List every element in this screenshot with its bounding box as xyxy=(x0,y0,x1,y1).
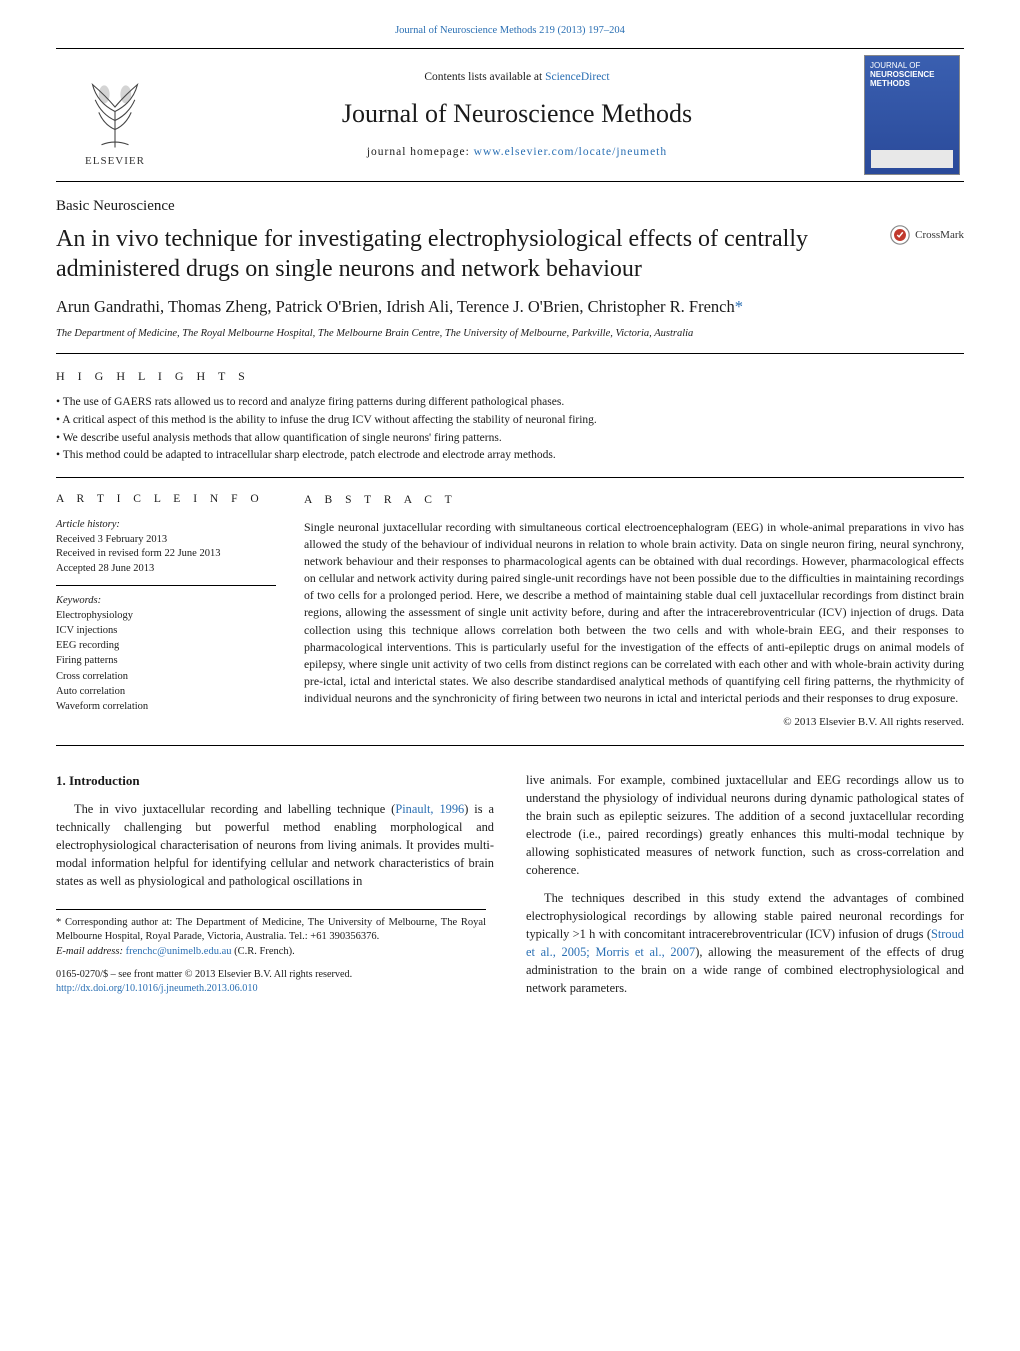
intro-heading: 1. Introduction xyxy=(56,772,494,791)
article-history-block: Article history: Received 3 February 201… xyxy=(56,518,276,586)
contents-prefix: Contents lists available at xyxy=(424,71,545,83)
keywords-label: Keywords: xyxy=(56,594,276,608)
journal-title: Journal of Neuroscience Methods xyxy=(182,96,852,131)
authors-names: Arun Gandrathi, Thomas Zheng, Patrick O'… xyxy=(56,297,735,316)
keyword-item: ICV injections xyxy=(56,623,276,638)
body-columns: 1. Introduction The in vivo juxtacellula… xyxy=(56,772,964,1008)
intro-p1-pre: The in vivo juxtacellular recording and … xyxy=(74,802,395,816)
keyword-item: Auto correlation xyxy=(56,684,276,699)
cover-line3: METHODS xyxy=(870,80,954,89)
citation-pinault[interactable]: Pinault, 1996 xyxy=(395,802,464,816)
history-label: Article history: xyxy=(56,518,276,533)
col2-paragraph-2: The techniques described in this study e… xyxy=(526,890,964,998)
publisher-label: ELSEVIER xyxy=(85,154,145,169)
email-link[interactable]: frenchc@unimelb.edu.au xyxy=(126,946,232,957)
keywords-block: Keywords: Electrophysiology ICV injectio… xyxy=(56,594,276,715)
col2-paragraph-1: live animals. For example, combined juxt… xyxy=(526,772,964,880)
intro-paragraph-1: The in vivo juxtacellular recording and … xyxy=(56,801,494,891)
corresponding-footnote: * Corresponding author at: The Departmen… xyxy=(56,916,486,945)
frontmatter-line: 0165-0270/$ – see front matter © 2013 El… xyxy=(56,968,494,982)
footnotes-block: * Corresponding author at: The Departmen… xyxy=(56,909,486,960)
doi-link[interactable]: http://dx.doi.org/10.1016/j.jneumeth.201… xyxy=(56,983,258,994)
highlights-block: H I G H L I G H T S The use of GAERS rat… xyxy=(56,368,964,478)
abstract-col: A B S T R A C T Single neuronal juxtacel… xyxy=(304,492,964,731)
keyword-item: Electrophysiology xyxy=(56,608,276,623)
running-header-link[interactable]: Journal of Neuroscience Methods 219 (201… xyxy=(395,25,625,36)
frontmatter-block: 0165-0270/$ – see front matter © 2013 El… xyxy=(56,968,494,997)
affiliation: The Department of Medicine, The Royal Me… xyxy=(56,327,964,354)
abstract-heading: A B S T R A C T xyxy=(304,492,964,509)
history-received: Received 3 February 2013 xyxy=(56,533,276,548)
crossmark-badge[interactable]: CrossMark xyxy=(889,224,964,246)
right-column: live animals. For example, combined juxt… xyxy=(526,772,964,1008)
keyword-item: Firing patterns xyxy=(56,653,276,668)
email-post: (C.R. French). xyxy=(232,946,295,957)
email-footnote: E-mail address: frenchc@unimelb.edu.au (… xyxy=(56,945,486,960)
crossmark-icon xyxy=(889,224,911,246)
highlights-heading: H I G H L I G H T S xyxy=(56,368,964,384)
article-info-col: A R T I C L E I N F O Article history: R… xyxy=(56,492,276,731)
highlight-item: This method could be adapted to intracel… xyxy=(56,447,964,465)
sciencedirect-link[interactable]: ScienceDirect xyxy=(545,71,610,83)
homepage-prefix: journal homepage: xyxy=(367,146,474,158)
cover-footer-strip xyxy=(871,150,953,168)
history-accepted: Accepted 28 June 2013 xyxy=(56,562,276,577)
history-revised: Received in revised form 22 June 2013 xyxy=(56,547,276,562)
highlight-item: The use of GAERS rats allowed us to reco… xyxy=(56,394,964,412)
section-label: Basic Neuroscience xyxy=(56,196,964,216)
email-label: E-mail address: xyxy=(56,946,126,957)
homepage-link[interactable]: www.elsevier.com/locate/jneumeth xyxy=(474,146,667,158)
running-header: Journal of Neuroscience Methods 219 (201… xyxy=(56,24,964,38)
masthead: ELSEVIER Contents lists available at Sci… xyxy=(56,48,964,182)
article-info-heading: A R T I C L E I N F O xyxy=(56,492,276,508)
highlight-item: A critical aspect of this method is the … xyxy=(56,412,964,430)
authors-line: Arun Gandrathi, Thomas Zheng, Patrick O'… xyxy=(56,296,964,318)
contents-line: Contents lists available at ScienceDirec… xyxy=(182,70,852,86)
article-title: An in vivo technique for investigating e… xyxy=(56,224,836,284)
crossmark-label: CrossMark xyxy=(915,228,964,243)
corresponding-asterisk: * xyxy=(735,297,743,316)
keyword-item: EEG recording xyxy=(56,638,276,653)
info-abstract-row: A R T I C L E I N F O Article history: R… xyxy=(56,492,964,746)
publisher-block: ELSEVIER xyxy=(60,62,170,169)
journal-cover-thumb: JOURNAL OF NEUROSCIENCE METHODS xyxy=(864,55,960,175)
abstract-text: Single neuronal juxtacellular recording … xyxy=(304,519,964,707)
homepage-line: journal homepage: www.elsevier.com/locat… xyxy=(182,145,852,161)
keyword-item: Waveform correlation xyxy=(56,699,276,714)
masthead-center: Contents lists available at ScienceDirec… xyxy=(182,70,852,160)
left-column: 1. Introduction The in vivo juxtacellula… xyxy=(56,772,494,1008)
elsevier-tree-icon xyxy=(70,62,160,152)
col2-p2-pre: The techniques described in this study e… xyxy=(526,891,964,941)
copyright-line: © 2013 Elsevier B.V. All rights reserved… xyxy=(304,715,964,731)
highlight-item: We describe useful analysis methods that… xyxy=(56,430,964,448)
keyword-item: Cross correlation xyxy=(56,669,276,684)
